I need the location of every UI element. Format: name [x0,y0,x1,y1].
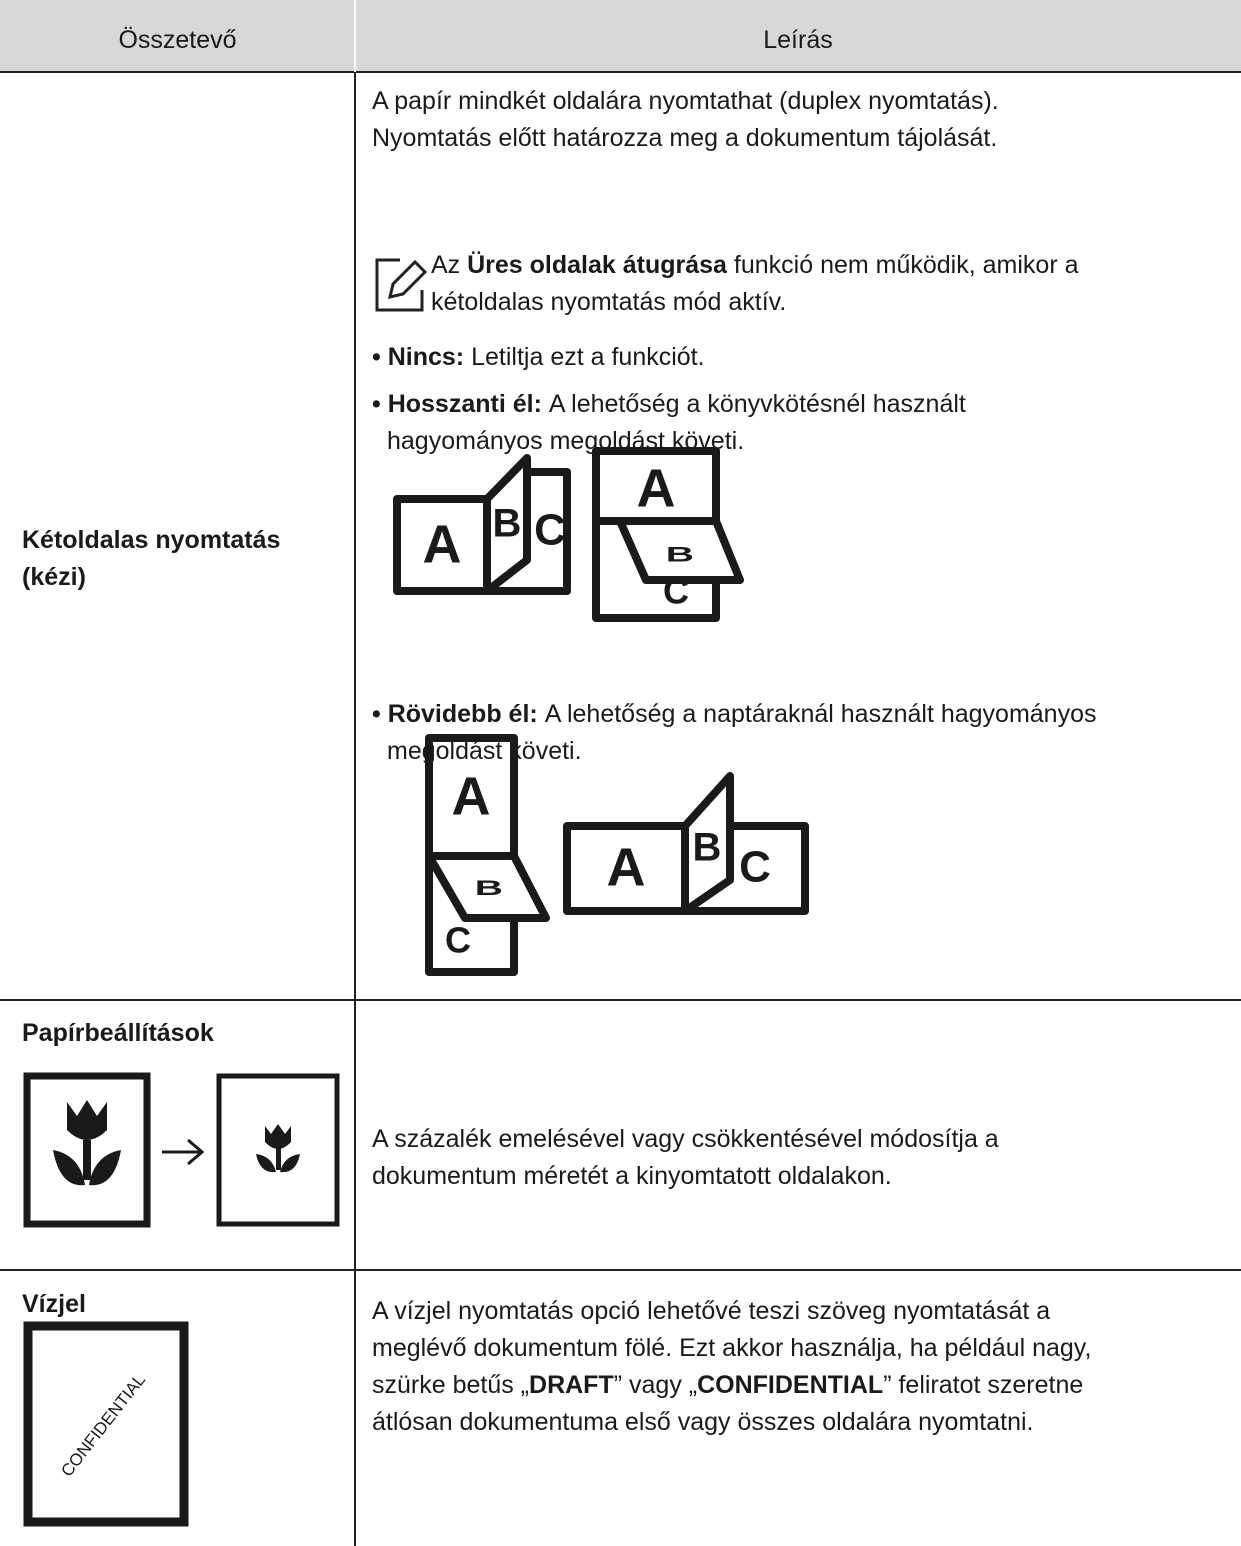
component-name: Kétoldalas nyomtatás [22,526,281,554]
note-icon [375,258,428,312]
figure-letter: B [693,826,722,870]
option-label: Rövidebb él: [387,700,538,728]
figure-letter: C [739,843,771,892]
header-bg [0,0,1241,72]
description-line: A százalék emelésével vagy csökkentéséve… [372,1125,999,1153]
option-label: • Nincs: [372,343,465,371]
text-segment: kétoldalas nyomtatás mód aktív. [431,288,787,316]
text-segment: ” feliratot szeretne [883,1371,1084,1399]
option-label: Hosszanti él: [387,390,542,418]
option-text: megoldást követi. [387,737,582,765]
option-label: Nincs: [387,343,465,371]
description-line: meglévő dokumentum fölé. Ezt akkor haszn… [372,1330,1091,1367]
description-line: szürke betűs „DRAFT” vagy „CONFIDENTIAL”… [372,1367,1083,1404]
note-line: Az Üres oldalak átugrása funkció nem műk… [431,247,1079,284]
text-segment: Üres oldalak átugrása [467,251,727,279]
component-name: Vízjel [22,1290,86,1318]
text-segment: meglévő dokumentum fölé. Ezt akkor haszn… [372,1334,1092,1362]
text-segment: DRAFT [529,1371,614,1399]
option-text: A lehetőség a könyvkötésnél használt [548,390,966,418]
component-name: Papírbeállítások [22,1019,214,1047]
description-line: átlósan dokumentuma első vagy összes old… [372,1404,1033,1441]
option-text: Letiltja ezt a funkciót. [471,343,705,371]
figure-letter: A [423,514,462,574]
header-cell: Leírás [763,26,833,54]
text-segment: átlósan dokumentuma első vagy összes old… [372,1408,1034,1436]
text-segment: szürke betűs „ [372,1371,530,1399]
figure-letter: B [475,876,503,899]
figure-letter: A [637,458,676,518]
fig-paper-scale [23,1072,340,1228]
option-text: hagyományos megoldást követi. [387,427,745,455]
fig-short-edge [425,734,809,976]
option-text: A lehetőség a naptáraknál használt hagyo… [544,700,1097,728]
text-segment: Az [431,251,468,279]
watermark-sample: CONFIDENTIAL [57,1370,149,1480]
figure-letter: B [666,543,694,566]
text-segment: ” vagy „ [613,1371,698,1399]
text-segment: CONFIDENTIAL [697,1371,884,1399]
fig-watermark-page [23,1321,189,1527]
option-label: • Hosszanti él: [372,390,542,418]
note-line: kétoldalas nyomtatás mód aktív. [431,284,786,321]
description-line: Nyomtatás előtt határozza meg a dokument… [372,124,998,152]
figure-letter: C [445,920,471,961]
figure-letter: C [663,571,689,612]
figure-letter: A [607,837,646,897]
header-cell: Összetevő [118,26,237,54]
description-line: dokumentum méretét a kinyomtatott oldala… [372,1162,892,1190]
fig-long-edge [393,447,744,622]
text-segment: A vízjel nyomtatás opció lehetővé teszi … [372,1297,1051,1325]
description-line: A papír mindkét oldalára nyomtathat (dup… [372,87,999,115]
figure-letter: B [493,502,522,546]
text-segment: funkció nem működik, amikor a [726,251,1079,279]
figure-letter: A [452,766,491,826]
figure-letter: C [534,506,566,555]
option-label: • Rövidebb él: [372,700,538,728]
component-name: (kézi) [22,563,86,591]
description-line: A vízjel nyomtatás opció lehetővé teszi … [372,1293,1050,1330]
